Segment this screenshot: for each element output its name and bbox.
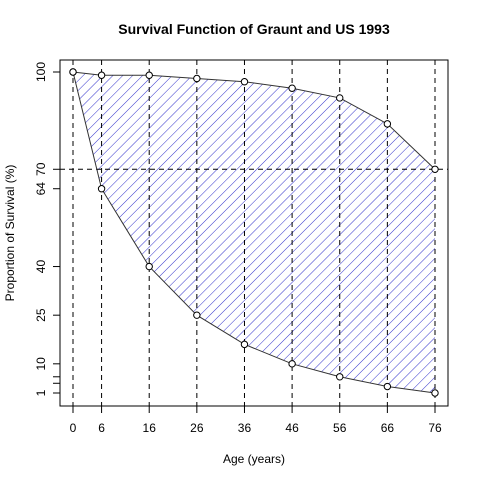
data-point <box>193 74 201 83</box>
x-tick-label: 46 <box>285 421 299 435</box>
chart-title: Survival Function of Graunt and US 1993 <box>118 21 390 37</box>
x-axis-label: Age (years) <box>223 452 285 466</box>
y-axis-label: Proportion of Survival (%) <box>3 165 17 302</box>
data-point <box>145 71 153 79</box>
data-point <box>69 68 77 76</box>
y-tick-label: 64 <box>34 182 48 196</box>
x-tick-label: 66 <box>381 421 395 435</box>
y-tick-label: 70 <box>34 162 48 176</box>
data-point <box>383 120 392 128</box>
axes-layer: 0 6 16 26 36 46 56 66 76 1 10 25 40 64 70 100 <box>34 62 442 435</box>
y-tick-label: 40 <box>34 260 48 274</box>
data-point <box>193 311 201 319</box>
x-tick-label: 0 <box>70 421 77 435</box>
x-tick-label: 16 <box>143 421 157 435</box>
x-tick-label: 6 <box>98 421 105 435</box>
y-tick-label: 1 <box>34 389 48 396</box>
x-tick-label: 56 <box>333 421 347 435</box>
data-point <box>336 373 344 381</box>
data-point <box>97 185 106 193</box>
data-point <box>431 165 439 173</box>
data-point <box>288 84 296 92</box>
x-tick-label: 36 <box>238 421 252 435</box>
plot-frame <box>59 59 449 407</box>
data-point <box>145 262 153 271</box>
x-tick-label: 76 <box>428 421 442 435</box>
points-layer <box>69 68 439 397</box>
reference-lines-layer <box>60 60 448 406</box>
y-tick-label: 100 <box>34 62 48 82</box>
hatched-area-layer <box>73 72 435 393</box>
y-tick-label: 25 <box>34 308 48 322</box>
data-point <box>383 382 392 391</box>
hatched-survival-area <box>73 72 435 393</box>
data-point <box>240 78 249 86</box>
data-point <box>97 71 106 79</box>
data-point <box>240 340 249 349</box>
x-tick-label: 26 <box>190 421 204 435</box>
data-point <box>336 94 344 102</box>
y-tick-label: 10 <box>34 357 48 371</box>
data-point <box>431 389 439 397</box>
data-point <box>288 360 296 368</box>
